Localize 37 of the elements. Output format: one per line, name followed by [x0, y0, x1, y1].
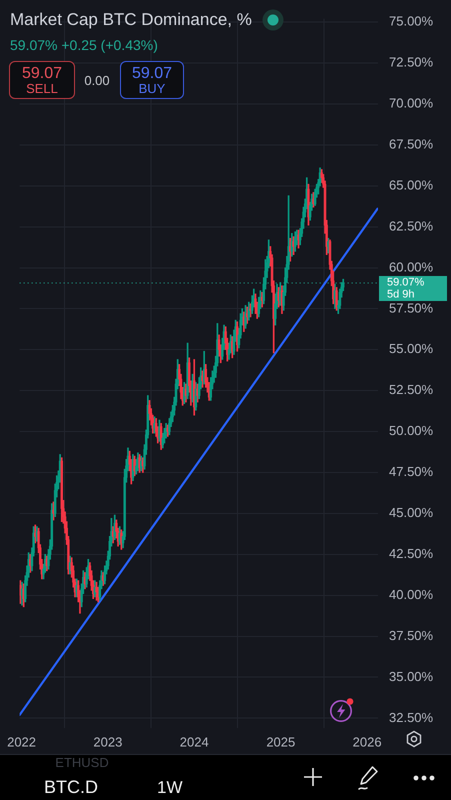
y-tick-label: 42.50% [389, 546, 434, 561]
annotation: 59.07 [132, 64, 172, 82]
x-tick-label: 2023 [93, 734, 122, 750]
y-tick-label: 37.50% [389, 628, 434, 643]
x-tick-label: 2022 [7, 734, 36, 750]
text: 59.07% +0.25 (+0.43%) [10, 37, 158, 53]
y-tick-label: 45.00% [389, 505, 434, 520]
annotation: SELL [26, 80, 58, 96]
y-tick-label: 70.00% [389, 96, 434, 111]
text: 5d 9h [387, 288, 415, 301]
ref-line-label: 59.07% [387, 276, 425, 289]
y-tick-label: 60.00% [389, 259, 434, 274]
text: 1W [157, 778, 182, 796]
y-tick-label: 32.50% [389, 710, 434, 725]
x-tick-label: 2024 [180, 734, 209, 750]
y-tick-label: 52.50% [389, 382, 434, 398]
annotation: BUY [138, 80, 166, 96]
y-tick-label: 50.00% [389, 423, 434, 438]
annotation: 59.07 [22, 64, 62, 82]
y-tick-label: 75.00% [389, 14, 434, 29]
chart-title: Market Cap BTC Dominance, % [10, 10, 252, 30]
y-tick-label: 62.50% [389, 218, 434, 234]
y-tick-label: 57.50% [389, 300, 434, 316]
text: BTC.D [44, 777, 98, 797]
x-tick-label: 2026 [352, 734, 382, 750]
y-tick-label: 55.00% [389, 341, 434, 356]
y-tick-label: 47.50% [389, 464, 434, 480]
annotation: 0.00 [84, 72, 110, 88]
y-tick-label: 67.50% [389, 136, 434, 152]
y-tick-label: 40.00% [389, 586, 434, 602]
y-tick-label: 35.00% [389, 668, 434, 684]
y-tick-label: 72.50% [389, 54, 434, 70]
buy-button: 59.07 BUY [120, 61, 184, 99]
y-tick-label: 65.00% [389, 177, 434, 192]
sell-button: 59.07 SELL [9, 61, 75, 99]
x-tick-label: 2025 [266, 734, 296, 750]
text: ETHUSD [55, 754, 109, 770]
